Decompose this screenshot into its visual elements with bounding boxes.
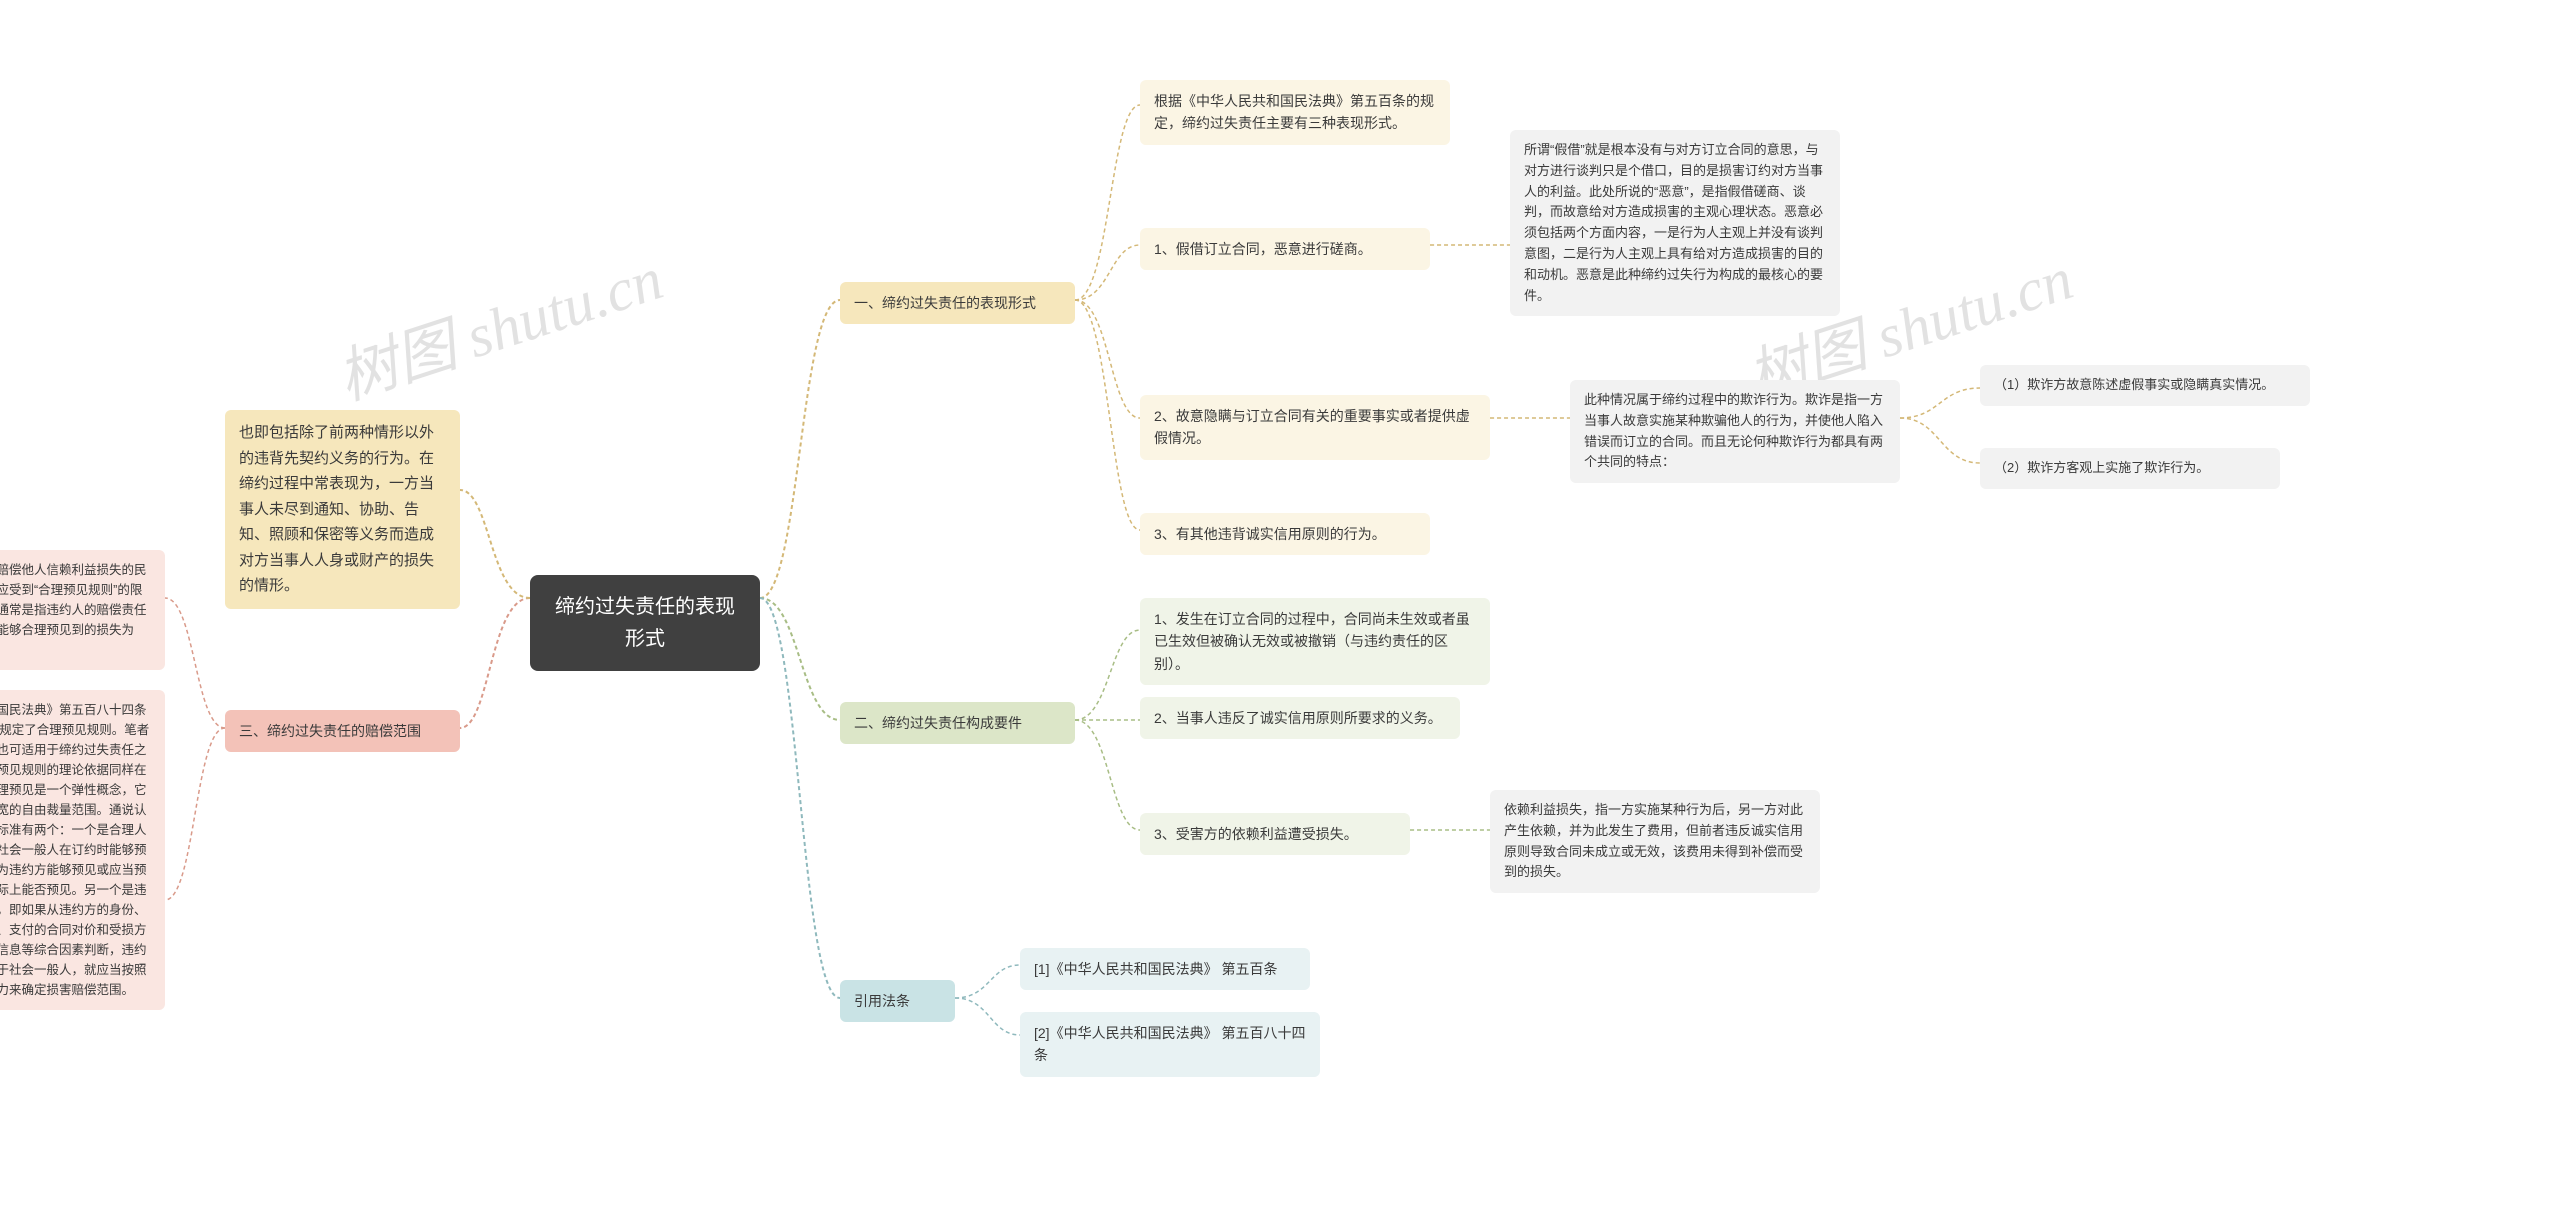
branch3-n2: [2]《中华人民共和国民法典》 第五百八十四条: [1020, 1012, 1320, 1077]
root-node: 缔约过失责任的表现形式: [530, 575, 760, 671]
branch1-n3d2: （2）欺诈方客观上实施了欺诈行为。: [1980, 448, 2280, 489]
branch4-title: 三、缔约过失责任的赔偿范围: [225, 710, 460, 752]
branch4-n1: 缔约过失责任主要是赔偿他人信赖利益损失的民事责任，其赔偿范围应受到“合理预见规则…: [0, 550, 165, 670]
branch3-n1: [1]《中华人民共和国民法典》 第五百条: [1020, 948, 1310, 990]
branch1-n4: 3、有其他违背诚实信用原则的行为。: [1140, 513, 1430, 555]
branch1-title: 一、缔约过失责任的表现形式: [840, 282, 1075, 324]
watermark-left: 树图 shutu.cn: [325, 230, 672, 417]
branch4-top: 也即包括除了前两种情形以外的违背先契约义务的行为。在缔约过程中常表现为，一方当事…: [225, 410, 460, 609]
branch1-n3d1: （1）欺诈方故意陈述虚假事实或隐瞒真实情况。: [1980, 365, 2310, 406]
branch1-n3-detail: 此种情况属于缔约过程中的欺诈行为。欺诈是指一方当事人故意实施某种欺骗他人的行为，…: [1570, 380, 1900, 483]
branch3-title: 引用法条: [840, 980, 955, 1022]
branch2-n2: 2、当事人违反了诚实信用原则所要求的义务。: [1140, 697, 1460, 739]
branch1-n2: 1、假借订立合同，恶意进行磋商。: [1140, 228, 1430, 270]
branch2-title: 二、缔约过失责任构成要件: [840, 702, 1075, 744]
branch1-n2-detail: 所谓“假借”就是根本没有与对方订立合同的意思，与对方进行谈判只是个借口，目的是损…: [1510, 130, 1840, 316]
branch4-n2: 我国《中华人民共和国民法典》第五百八十四条第1款“但书”部分明确规定了合理预见规…: [0, 690, 165, 1010]
branch2-n1: 1、发生在订立合同的过程中，合同尚未生效或者虽已生效但被确认无效或被撤销（与违约…: [1140, 598, 1490, 685]
branch2-n3-detail: 依赖利益损失，指一方实施某种行为后，另一方对此产生依赖，并为此发生了费用，但前者…: [1490, 790, 1820, 893]
branch1-n1: 根据《中华人民共和国民法典》第五百条的规定，缔约过失责任主要有三种表现形式。: [1140, 80, 1450, 145]
branch1-n3: 2、故意隐瞒与订立合同有关的重要事实或者提供虚假情况。: [1140, 395, 1490, 460]
branch2-n3: 3、受害方的依赖利益遭受损失。: [1140, 813, 1410, 855]
